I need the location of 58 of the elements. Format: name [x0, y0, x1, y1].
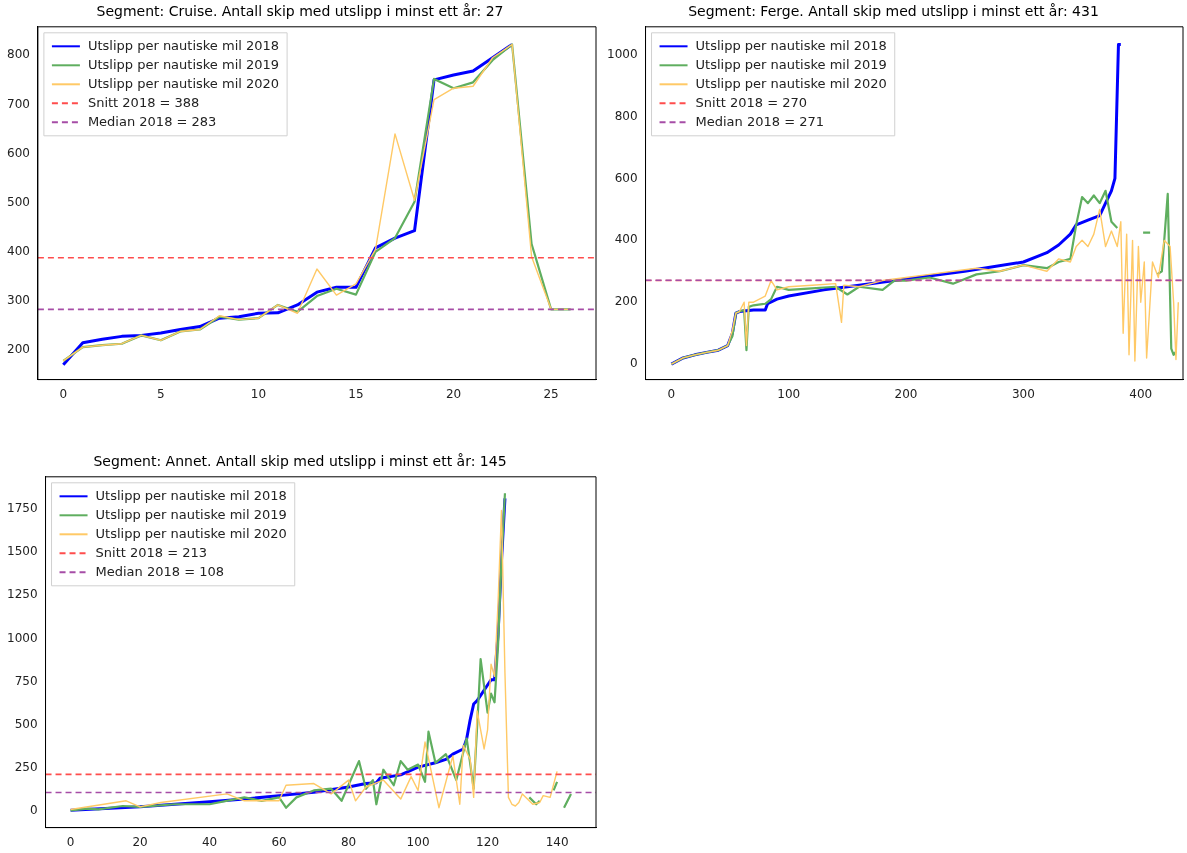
legend-label: Utslipp per nautiske mil 2018 [95, 487, 287, 503]
legend-label: Median 2018 = 283 [87, 113, 217, 129]
y-tick-label: 250 [14, 760, 38, 775]
y-tick-label: 200 [614, 294, 638, 309]
legend-label: Utslipp per nautiske mil 2020 [95, 525, 287, 541]
y-tick-label: 1750 [6, 500, 38, 515]
x-tick-label: 20 [132, 834, 148, 849]
y-tick-label: 700 [7, 96, 30, 111]
legend-label: Snitt 2018 = 270 [695, 94, 808, 110]
y-tick-label: 750 [14, 673, 38, 688]
y-tick-label: 500 [14, 716, 38, 731]
legend-label: Utslipp per nautiske mil 2019 [695, 56, 887, 72]
legend-label: Utslipp per nautiske mil 2018 [87, 37, 280, 53]
x-tick-label: 300 [1011, 386, 1035, 401]
x-tick-label: 15 [348, 386, 364, 401]
y-tick-label: 1000 [606, 46, 638, 61]
y-tick-label: 800 [7, 47, 30, 62]
y-tick-label: 1000 [6, 630, 38, 645]
y-tick-label: 1500 [6, 544, 38, 559]
legend-label: Utslipp per nautiske mil 2020 [695, 75, 887, 91]
legend-label: Median 2018 = 108 [95, 563, 225, 579]
legend-label: Median 2018 = 271 [695, 113, 825, 129]
x-tick-label: 60 [271, 834, 287, 849]
chart-title: Segment: Annet. Antall skip med utslipp i minst ett år: 145 [93, 453, 507, 470]
y-tick-label: 1250 [6, 587, 38, 602]
x-tick-label: 400 [1129, 386, 1153, 401]
x-tick-label: 200 [894, 386, 918, 401]
x-tick-label: 20 [445, 386, 462, 401]
x-tick-label: 0 [59, 386, 68, 401]
x-tick-label: 140 [545, 834, 569, 849]
chart-title: Segment: Ferge. Antall skip med utslipp i minst ett år: 431 [688, 3, 1099, 20]
y-tick-label: 400 [7, 243, 30, 258]
x-tick-label: 100 [777, 386, 801, 401]
y-tick-label: 800 [614, 108, 638, 123]
x-tick-label: 120 [476, 834, 500, 849]
y-tick-label: 500 [7, 194, 30, 209]
legend-label: Utslipp per nautiske mil 2019 [95, 506, 287, 522]
x-tick-label: 5 [157, 386, 165, 401]
x-tick-label: 25 [543, 386, 559, 401]
x-tick-label: 40 [201, 834, 218, 849]
y-tick-label: 300 [7, 293, 30, 308]
y-tick-label: 0 [29, 803, 38, 818]
y-tick-label: 200 [7, 342, 30, 357]
y-tick-label: 400 [614, 232, 638, 247]
x-tick-label: 80 [340, 834, 357, 849]
legend-label: Utslipp per nautiske mil 2018 [695, 37, 887, 53]
y-tick-label: 0 [629, 356, 638, 371]
chart-title: Segment: Cruise. Antall skip med utslipp i minst ett år: 27 [96, 3, 504, 20]
x-tick-label: 100 [406, 834, 430, 849]
legend-label: Utslipp per nautiske mil 2019 [87, 56, 280, 72]
legend-label: Snitt 2018 = 388 [87, 94, 200, 110]
legend-label: Snitt 2018 = 213 [95, 544, 208, 560]
y-tick-label: 600 [7, 145, 30, 160]
x-tick-label: 10 [250, 386, 267, 401]
x-tick-label: 0 [66, 834, 75, 849]
legend-label: Utslipp per nautiske mil 2020 [87, 75, 280, 91]
y-tick-label: 600 [614, 170, 638, 185]
x-tick-label: 0 [667, 386, 676, 401]
